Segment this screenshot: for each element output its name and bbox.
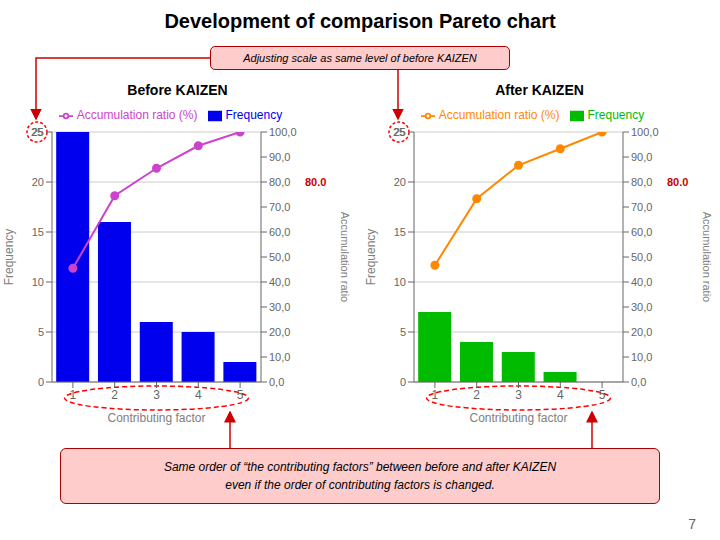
svg-text:10: 10 — [394, 276, 406, 288]
svg-text:1: 1 — [432, 388, 439, 402]
svg-text:50,0: 50,0 — [631, 251, 652, 263]
svg-text:4: 4 — [195, 388, 202, 402]
svg-text:30,0: 30,0 — [631, 301, 652, 313]
html-text:After KAIZEN: After KAIZEN — [495, 82, 584, 98]
svg-text:5: 5 — [237, 388, 244, 402]
html-text:Same order of “the contributin: Same order of “the contributing factors”… — [163, 460, 557, 474]
svg-text:25: 25 — [394, 126, 406, 138]
svg-text:0,0: 0,0 — [269, 376, 284, 388]
html-text:even if the order of contribut: even if the order of contributing factor… — [225, 478, 495, 492]
svg-text:80,0: 80,0 — [269, 176, 290, 188]
svg-text:40,0: 40,0 — [269, 276, 290, 288]
svg-text:0: 0 — [400, 376, 406, 388]
svg-text:5: 5 — [400, 326, 406, 338]
svg-text:100,0: 100,0 — [631, 126, 659, 138]
svg-text:1: 1 — [70, 388, 77, 402]
svg-text:20,0: 20,0 — [631, 326, 652, 338]
svg-text:100,0: 100,0 — [269, 126, 297, 138]
svg-text:5: 5 — [599, 388, 606, 402]
html-text:Accumulation ratio (%): Accumulation ratio (%) — [438, 108, 560, 122]
svg-text:3: 3 — [153, 388, 160, 402]
svg-text:80.0: 80.0 — [305, 176, 326, 188]
html-text:Adjusting scale as same level: Adjusting scale as same level of before … — [243, 52, 477, 64]
svg-text:90,0: 90,0 — [631, 151, 652, 163]
svg-text:50,0: 50,0 — [269, 251, 290, 263]
svg-text:Frequency: Frequency — [8, 229, 16, 286]
svg-text:2: 2 — [111, 388, 118, 402]
svg-text:Contributing factor: Contributing factor — [469, 411, 567, 425]
svg-text:4: 4 — [557, 388, 564, 402]
html-text:Development of comparison Pare: Development of comparison Pareto chart — [164, 10, 556, 32]
svg-text:20: 20 — [32, 176, 44, 188]
svg-text:60,0: 60,0 — [631, 226, 652, 238]
svg-text:30,0: 30,0 — [269, 301, 290, 313]
svg-text:70,0: 70,0 — [269, 201, 290, 213]
svg-text:3: 3 — [515, 388, 522, 402]
svg-text:25: 25 — [32, 126, 44, 138]
svg-text:80.0: 80.0 — [667, 176, 688, 188]
html-text:Accumulation ratio (%): Accumulation ratio (%) — [76, 108, 198, 122]
svg-text:40,0: 40,0 — [631, 276, 652, 288]
html-text:Frequency: Frequency — [587, 108, 645, 122]
svg-text:80,0: 80,0 — [631, 176, 652, 188]
svg-text:15: 15 — [32, 226, 44, 238]
svg-text:20,0: 20,0 — [269, 326, 290, 338]
svg-text:20: 20 — [394, 176, 406, 188]
svg-text:90,0: 90,0 — [269, 151, 290, 163]
svg-text:0,0: 0,0 — [631, 376, 646, 388]
html-text:7: 7 — [688, 516, 696, 532]
svg-text:Accumulation ratio: Accumulation ratio — [701, 212, 712, 303]
svg-text:25: 25 — [31, 126, 43, 138]
svg-text:5: 5 — [38, 326, 44, 338]
svg-text:Accumulation ratio: Accumulation ratio — [339, 212, 351, 303]
svg-text:10,0: 10,0 — [631, 351, 652, 363]
svg-text:60,0: 60,0 — [269, 226, 290, 238]
html-text:Before KAIZEN: Before KAIZEN — [127, 82, 228, 98]
svg-text:10: 10 — [32, 276, 44, 288]
svg-text:0: 0 — [38, 376, 44, 388]
svg-text:2: 2 — [473, 388, 480, 402]
svg-text:Frequency: Frequency — [364, 229, 378, 286]
svg-text:70,0: 70,0 — [631, 201, 652, 213]
svg-text:10,0: 10,0 — [269, 351, 290, 363]
svg-text:Contributing factor: Contributing factor — [107, 411, 205, 425]
html-text:Frequency: Frequency — [225, 108, 283, 122]
svg-text:25: 25 — [393, 126, 405, 138]
svg-text:15: 15 — [394, 226, 406, 238]
